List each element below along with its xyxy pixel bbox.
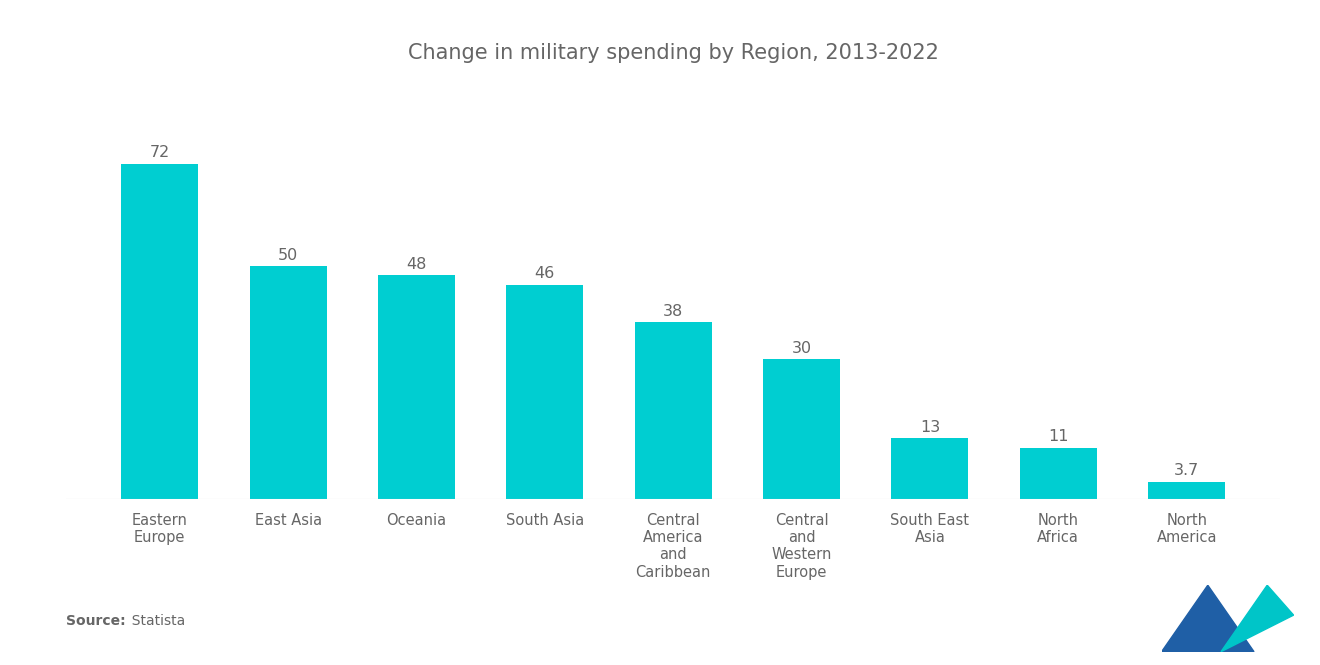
Polygon shape: [1221, 585, 1294, 652]
Bar: [635, 322, 711, 499]
Bar: [507, 285, 583, 499]
Text: Statista: Statista: [123, 614, 185, 628]
Title: Change in military spending by Region, 2013-2022: Change in military spending by Region, 2…: [408, 43, 939, 63]
Text: 50: 50: [279, 248, 298, 263]
Bar: [763, 359, 840, 499]
Polygon shape: [1162, 585, 1254, 652]
Bar: [378, 275, 455, 499]
Bar: [891, 438, 969, 499]
Bar: [1020, 448, 1097, 499]
Text: 48: 48: [407, 257, 426, 272]
Text: 30: 30: [792, 341, 812, 356]
Text: 11: 11: [1048, 430, 1069, 444]
Text: 3.7: 3.7: [1173, 464, 1200, 478]
Text: 72: 72: [149, 146, 170, 160]
Text: Source:: Source:: [66, 614, 125, 628]
Bar: [121, 164, 198, 499]
Text: 46: 46: [535, 267, 554, 281]
Text: 38: 38: [663, 304, 684, 319]
Bar: [249, 266, 326, 499]
Bar: [1148, 481, 1225, 499]
Text: 13: 13: [920, 420, 940, 435]
